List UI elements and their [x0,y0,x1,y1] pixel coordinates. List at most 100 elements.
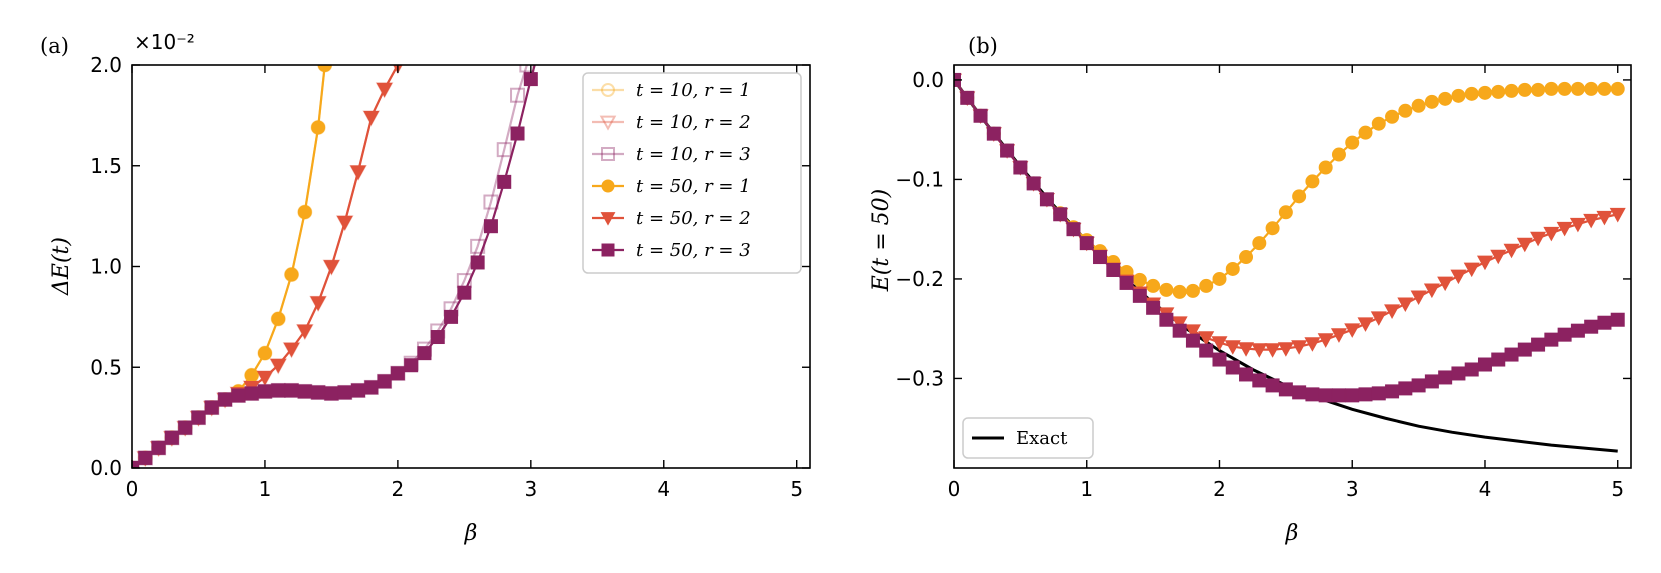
y-tick-label: −0.2 [895,267,944,291]
data-point-series-3 [1132,288,1147,303]
legend-label: t = 10, r = 3 [636,144,751,165]
x-tick-label: 3 [524,477,537,501]
data-point-series-3 [1013,160,1028,175]
data-point-series-5 [231,388,246,403]
data-point-series-5 [132,461,139,468]
data-point-series-5 [204,400,219,415]
data-point-series-3 [1212,352,1227,367]
legend-marker [601,83,615,97]
data-point-series-3 [1172,323,1187,338]
x-tick-label: 4 [1479,477,1492,501]
data-point-series-3 [1517,342,1532,357]
panel-a-scale-label: ×10⁻² [134,30,195,54]
data-point-series-1 [1278,205,1293,220]
data-point-series-5 [257,384,272,399]
data-point-series-5 [311,385,326,400]
data-point-series-2 [483,194,499,210]
data-point-series-1 [1225,261,1240,276]
legend-marker [601,243,615,257]
data-point-series-1 [1517,82,1532,97]
data-point-series-3 [311,120,326,135]
data-point-series-3 [1610,312,1625,327]
data-point-series-2 [1171,316,1188,331]
data-point-series-3 [1039,192,1054,207]
x-tick-label: 2 [1213,477,1226,501]
panel-b-legend: Exact [962,417,1094,459]
panel-b-xlabel: β [1285,521,1299,546]
data-point-series-3 [1292,385,1307,400]
data-point-series-2 [1397,297,1414,313]
data-point-series-1 [1464,86,1479,101]
legend-marker [599,115,617,131]
data-point-series-3 [1252,373,1267,388]
y-tick-label: 0.5 [90,355,122,379]
data-point-series-3 [1000,143,1015,158]
data-point-series-5 [404,358,419,373]
data-point-series-3 [1146,300,1161,315]
data-point-series-3 [1278,382,1293,397]
data-point-series-1 [1371,116,1386,131]
panel-a-xlabel: β [464,521,478,546]
legend-marker [601,147,615,161]
data-point-series-2 [1224,340,1241,355]
data-point-series-3 [1026,176,1041,191]
data-point-series-3 [1119,275,1134,290]
panel-a: (a) ×10⁻² 0 1 2 3 4 50.00.51.01.52.0 β ΔE(t) … [40,30,811,546]
data-point-series-1 [1292,189,1307,204]
data-point-series-3 [1106,262,1121,277]
data-point-series-1 [1358,125,1373,140]
data-point-series-3 [1570,323,1585,338]
panel-a-ylabel: ΔE(t) [49,237,74,296]
data-point-series-4 [336,215,353,231]
y-tick-label: 0.0 [90,456,122,480]
data-point-series-3 [1385,384,1400,399]
data-point-series-5 [284,383,299,398]
data-point-series-3 [960,90,975,105]
data-point-series-3 [1531,337,1546,352]
series-line-4 [132,65,400,468]
data-point-series-2 [496,142,512,158]
data-point-series-5 [417,346,432,361]
data-point-series-1 [1239,250,1254,265]
data-point-series-4 [310,296,327,311]
data-point-series-1 [1570,81,1585,96]
data-point-series-1 [1424,94,1439,109]
data-point-series-1 [1504,83,1519,98]
data-point-series-3 [1053,207,1068,222]
data-point-series-1 [1199,278,1214,293]
y-tick-label: −0.1 [895,167,944,191]
data-point-series-5 [337,385,352,400]
data-point-series-1 [1146,278,1161,293]
data-point-series-5 [297,384,312,399]
data-point-series-2 [1423,283,1440,299]
data-point-series-5 [151,440,166,455]
data-point-series-1 [397,39,411,52]
legend-marker [601,179,615,193]
data-point-series-1 [1172,284,1187,299]
data-point-series-2 [1463,262,1480,278]
y-tick-label: −0.3 [895,366,944,390]
legend-label: t = 10, r = 2 [636,112,751,133]
data-point-series-3 [1331,388,1346,403]
data-point-series-2 [1530,231,1547,247]
data-point-series-2 [519,65,535,73]
data-point-series-3 [1438,370,1453,385]
x-tick-label: 3 [1346,477,1359,501]
legend-marker [600,212,616,226]
legend-label: t = 50, r = 3 [636,240,751,261]
data-point-series-2 [1304,337,1321,352]
panel-b-frame [953,64,1632,469]
data-point-series-5 [390,366,405,381]
data-point-series-5 [351,383,365,398]
data-point-series-2 [1503,243,1520,259]
data-point-series-1 [1557,81,1572,96]
series-line-0 [132,65,326,468]
data-point-series-1 [1265,221,1280,236]
data-point-series-2 [1277,342,1294,357]
data-point-series-1 [1345,135,1360,150]
data-point-series-4 [376,82,393,98]
data-point-series-3 [1491,352,1506,367]
legend-label: t = 50, r = 1 [636,176,751,197]
y-tick-label: 2.0 [90,53,122,77]
data-point-series-4 [296,324,313,340]
